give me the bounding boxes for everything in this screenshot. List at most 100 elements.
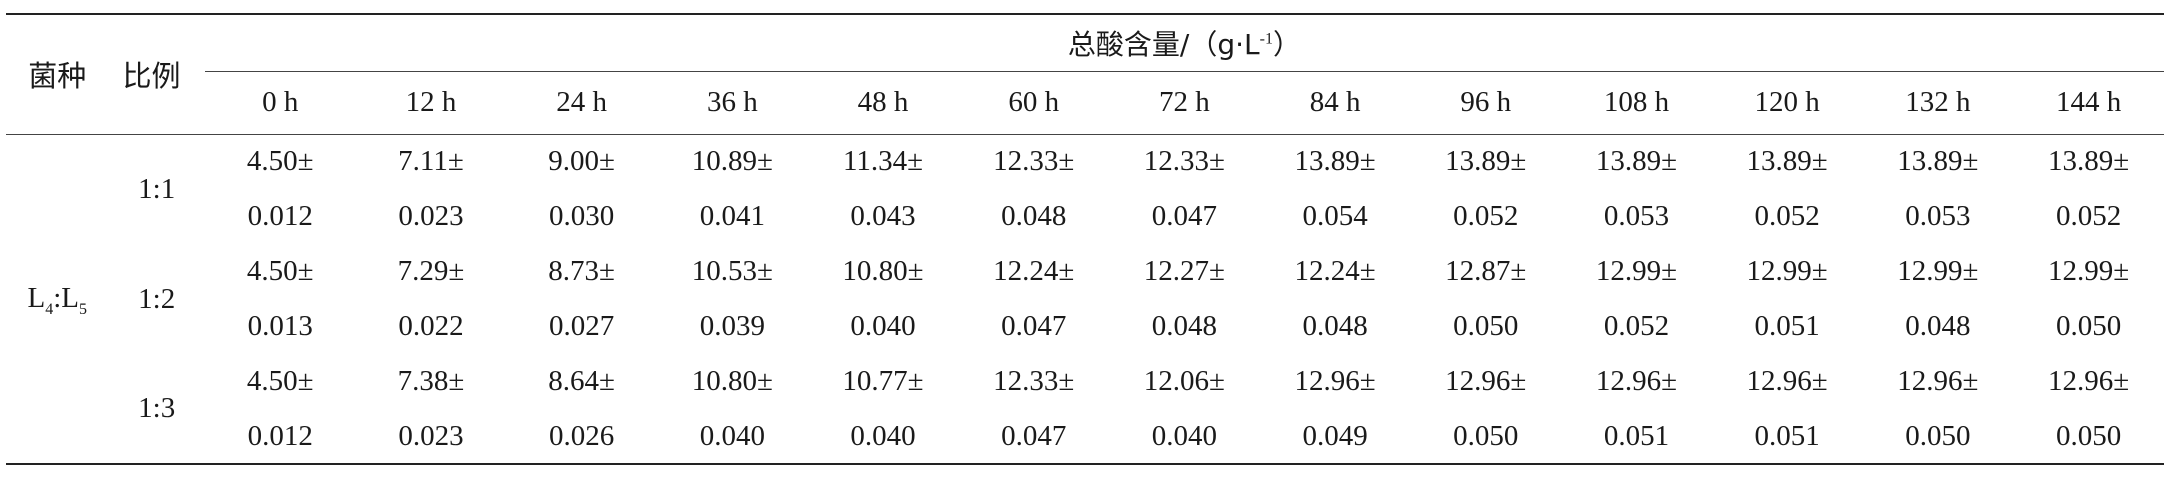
mean-cell: 12.99±	[2047, 255, 2130, 287]
sd-cell: 0.026	[506, 409, 657, 465]
sd-cell: 0.027	[549, 310, 615, 342]
mean-cell: 12.24±	[993, 255, 1075, 287]
mean-cell: 9.00±	[548, 145, 615, 178]
sd-cell: 0.053	[1603, 200, 1670, 232]
sd-cell: 0.052	[1453, 200, 1519, 232]
time-header: 144 h	[2013, 71, 2164, 135]
strain-subscript: 4	[45, 301, 54, 319]
group-title-sup: -1	[1259, 30, 1273, 48]
sd-cell: 0.051	[1754, 310, 1820, 342]
time-header: 12 h	[355, 71, 507, 135]
mean-cell: 12.87±	[1445, 255, 1527, 287]
mean-cell: 12.99±	[1595, 255, 1678, 287]
table-row: L4:L5 1:1 4.50± 7.11± 9.00± 10.89± 11.34…	[6, 134, 2164, 465]
time-header: 60 h	[958, 71, 1110, 135]
mean-cell: 13.89±	[1294, 145, 1376, 178]
sd-cell: 0.054	[1302, 200, 1368, 232]
sd-cell: 0.052	[1754, 200, 1820, 232]
strain-header: 菌种	[6, 13, 109, 135]
ratio-cell: 1:1	[138, 172, 176, 205]
time-header: 72 h	[1109, 71, 1260, 135]
ratio-header: 比例	[108, 13, 205, 135]
mean-cell: 12.96±	[1595, 365, 1678, 397]
sd-cell: 0.023	[398, 200, 464, 232]
time-header: 120 h	[1711, 71, 1863, 135]
strain-colon: :	[53, 282, 62, 315]
mean-cell: 4.50±	[246, 255, 314, 287]
mean-cell: 12.27±	[1143, 255, 1225, 287]
mean-cell: 7.11±	[398, 145, 464, 178]
strain-letter: L	[27, 282, 46, 315]
sd-cell: 0.041	[699, 200, 765, 232]
sd-cell: 0.023	[355, 409, 507, 465]
mean-cell: 12.24±	[1294, 255, 1376, 287]
sd-cell: 0.050	[1862, 409, 2014, 465]
sd-cell: 0.047	[958, 409, 1110, 465]
mean-cell: 7.29±	[397, 255, 465, 287]
sd-cell: 0.050	[2055, 310, 2122, 342]
time-header: 48 h	[807, 71, 959, 135]
time-header: 36 h	[656, 71, 808, 135]
sd-cell: 0.013	[247, 310, 313, 342]
time-header: 96 h	[1410, 71, 1562, 135]
mean-cell: 12.06±	[1143, 365, 1225, 397]
sd-cell: 0.043	[850, 200, 916, 232]
mean-cell: 12.99±	[1746, 255, 1828, 287]
mean-cell: 12.96±	[1746, 365, 1828, 397]
table-body: L4:L5 1:1 4.50± 7.11± 9.00± 10.89± 11.34…	[6, 134, 2164, 465]
sd-cell: 0.051	[1711, 409, 1863, 465]
total-acid-table: 菌种 比例 总酸含量/（g·L-1） 0 h 12 h 24 h 36 h 48…	[6, 13, 2164, 465]
table-row: 0.012 0.023 0.026 0.040 0.040 0.047 0.04…	[6, 409, 2164, 465]
sd-cell: 0.047	[1151, 200, 1217, 232]
time-header: 108 h	[1561, 71, 1712, 135]
group-title-suffix: ）	[1272, 27, 1301, 61]
mean-cell: 10.77±	[842, 365, 924, 397]
sd-cell: 0.040	[1109, 409, 1260, 465]
sd-cell: 0.051	[1561, 409, 1712, 465]
sd-cell: 0.040	[807, 409, 959, 465]
mean-cell: 10.80±	[691, 365, 773, 397]
mean-cell: 13.89±	[1445, 145, 1527, 178]
mean-cell: 10.89±	[691, 145, 773, 178]
strain-letter: L	[61, 282, 79, 315]
time-header: 84 h	[1259, 71, 1411, 135]
sd-cell: 0.050	[1410, 409, 1562, 465]
sd-cell: 0.040	[656, 409, 808, 465]
sd-cell: 0.048	[1001, 200, 1067, 232]
total-acid-group-header: 总酸含量/（g·L-1）	[204, 13, 2164, 72]
mean-cell: 10.53±	[691, 255, 773, 287]
mean-cell: 12.96±	[1294, 365, 1376, 397]
sd-cell: 0.040	[850, 310, 916, 342]
strain-subscript: 5	[78, 301, 87, 319]
sd-cell: 0.048	[1151, 310, 1217, 342]
mean-cell: 4.50±	[246, 365, 314, 397]
sd-cell: 0.048	[1302, 310, 1368, 342]
mean-cell: 12.96±	[2047, 365, 2130, 397]
mean-cell: 12.33±	[993, 365, 1075, 397]
sd-cell: 0.049	[1259, 409, 1411, 465]
table-row: 0.013 0.022 0.027 0.039 0.040 0.047 0.04…	[6, 299, 2164, 354]
mean-cell: 13.89±	[1897, 145, 1979, 178]
sd-cell: 0.012	[204, 409, 356, 465]
mean-cell: 7.38±	[397, 365, 465, 397]
sd-cell: 0.030	[549, 200, 615, 232]
sd-cell: 0.012	[247, 200, 313, 232]
sd-cell: 0.047	[1001, 310, 1067, 342]
mean-cell: 13.89±	[2047, 145, 2130, 178]
mean-cell: 12.33±	[993, 145, 1075, 178]
mean-cell: 4.50±	[246, 145, 314, 178]
sd-cell: 0.050	[2013, 409, 2164, 465]
sd-cell: 0.039	[699, 310, 765, 342]
time-header: 0 h	[204, 71, 356, 135]
ratio-cell: 1:3	[108, 354, 205, 465]
sd-cell: 0.022	[398, 310, 464, 342]
ratio-cell: 1:2	[138, 282, 176, 315]
strain-cell: L4:L5	[6, 134, 109, 465]
mean-cell: 13.89±	[1746, 145, 1828, 178]
table-row: 1:3 4.50± 7.38± 8.64± 10.80± 10.77± 12.3…	[6, 354, 2164, 465]
group-title-prefix: 总酸含量/（g·L	[1067, 27, 1260, 61]
sd-cell: 0.052	[2055, 200, 2122, 232]
mean-cell: 13.89±	[1595, 145, 1678, 178]
time-header: 132 h	[1862, 71, 2014, 135]
table-row: 1:2 4.50± 7.29± 8.73± 10.53± 10.80± 12.2…	[6, 244, 2164, 315]
